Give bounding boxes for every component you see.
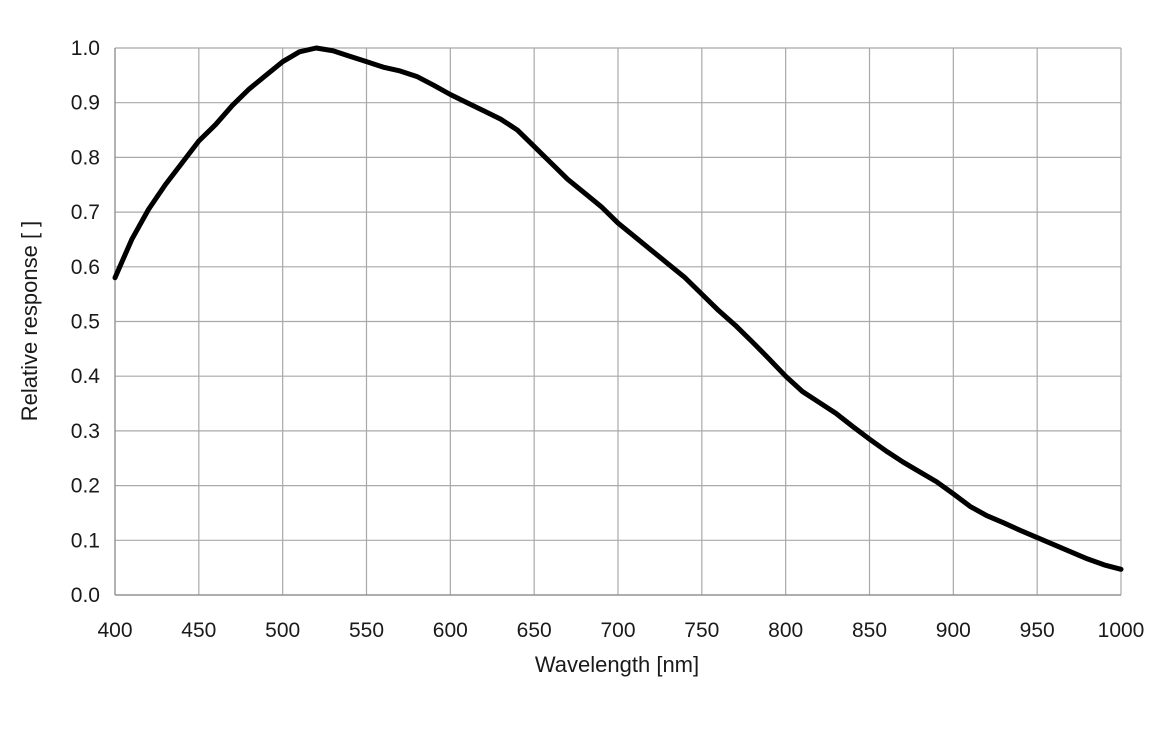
- y-tick-label: 0.2: [71, 475, 100, 498]
- axes: [114, 48, 1121, 596]
- y-tick-label: 0.6: [71, 256, 100, 279]
- x-tick-label: 650: [517, 619, 552, 642]
- x-tick-label: 850: [852, 619, 887, 642]
- y-axis-title: Relative response [ ]: [17, 221, 42, 422]
- y-tick-label: 1.0: [71, 37, 100, 60]
- grid: [114, 47, 1122, 596]
- response-curve: [112, 45, 1124, 572]
- x-tick-label: 700: [600, 619, 635, 642]
- y-tick-label: 0.0: [71, 584, 100, 607]
- x-tick-label: 900: [936, 619, 971, 642]
- x-tick-label: 450: [181, 619, 216, 642]
- y-tick-label: 0.7: [71, 201, 100, 224]
- x-tick-label: 750: [684, 619, 719, 642]
- x-tick-label: 500: [265, 619, 300, 642]
- y-tick-label: 0.1: [71, 529, 100, 552]
- x-tick-label: 600: [433, 619, 468, 642]
- y-tick-label: 0.9: [71, 92, 100, 115]
- x-tick-label: 1000: [1098, 619, 1145, 642]
- y-tick-label: 0.5: [71, 311, 100, 334]
- x-tick-label: 400: [97, 619, 132, 642]
- y-tick-label: 0.4: [71, 365, 101, 388]
- x-axis-title: Wavelength [nm]: [535, 652, 699, 677]
- y-tick-label: 0.3: [71, 420, 100, 443]
- tick-labels: 400 450 500 550 600 650 700 750 800 850 900 950 1000…: [71, 37, 1145, 642]
- x-tick-label: 550: [349, 619, 384, 642]
- y-tick-label: 0.8: [71, 146, 100, 169]
- x-tick-label: 800: [768, 619, 803, 642]
- x-tick-label: 950: [1020, 619, 1055, 642]
- series: [112, 45, 1124, 572]
